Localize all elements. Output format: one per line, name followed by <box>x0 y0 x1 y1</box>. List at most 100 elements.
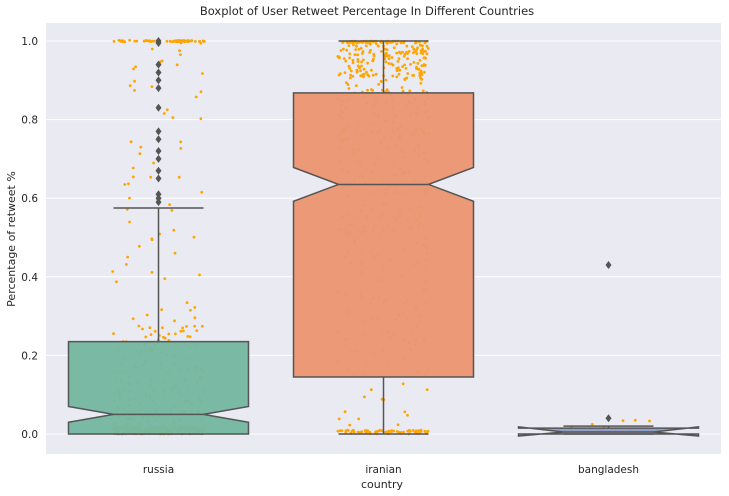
strip-point <box>418 58 422 62</box>
strip-point <box>173 319 176 323</box>
strip-point <box>419 76 422 80</box>
strip-point <box>188 335 192 339</box>
outlier-marker <box>155 154 162 163</box>
strip-point <box>361 41 364 44</box>
strip-point <box>149 175 153 179</box>
strip-point <box>134 65 138 69</box>
strip-point <box>391 74 395 78</box>
x-axis-label: country <box>361 478 404 491</box>
strip-point <box>201 39 205 43</box>
strip-point <box>123 183 127 186</box>
strip-point <box>351 428 355 432</box>
strip-point <box>390 56 394 59</box>
strip-point <box>160 308 164 312</box>
strip-point <box>193 306 197 309</box>
strip-point <box>168 203 172 207</box>
strip-point <box>406 413 409 417</box>
strip-point <box>406 429 409 433</box>
strip-point <box>368 42 372 46</box>
strip-point <box>356 53 360 57</box>
strip-point <box>182 329 185 333</box>
strip-point <box>398 68 402 72</box>
strip-point <box>121 39 124 42</box>
strip-point <box>179 147 183 150</box>
strip-point <box>137 244 141 248</box>
strip-point <box>633 418 637 422</box>
strip-point <box>412 61 416 64</box>
strip-point <box>380 80 383 83</box>
strip-point <box>348 56 351 60</box>
strip-point <box>194 40 197 43</box>
strip-point <box>347 44 351 47</box>
strip-point <box>193 316 197 320</box>
strip-point <box>400 86 404 89</box>
strip-point <box>167 332 171 336</box>
strip-point <box>162 335 165 339</box>
y-tick-label: 0.2 <box>21 350 38 362</box>
strip-point <box>186 335 190 338</box>
strip-point <box>189 39 193 43</box>
strip-point <box>348 76 352 80</box>
strip-point <box>366 41 370 45</box>
strip-point <box>172 228 176 232</box>
strip-point <box>128 196 131 200</box>
strip-point <box>112 40 116 43</box>
strip-point <box>395 51 399 55</box>
strip-point <box>411 429 415 432</box>
strip-point <box>397 72 401 76</box>
strip-point <box>590 422 594 426</box>
strip-point <box>363 429 367 432</box>
strip-point <box>408 89 412 93</box>
strip-point <box>425 430 429 434</box>
strip-point <box>112 332 115 335</box>
strip-point <box>200 190 204 194</box>
strip-point <box>415 48 418 52</box>
strip-point <box>385 430 389 434</box>
strip-point <box>144 39 147 42</box>
strip-point <box>372 57 375 61</box>
strip-point <box>362 75 365 79</box>
strip-point <box>338 72 342 75</box>
strip-point <box>421 52 425 55</box>
strip-point <box>406 57 409 61</box>
strip-point <box>423 41 427 45</box>
box-iranian <box>292 40 475 435</box>
strip-point <box>416 62 420 65</box>
strip-point <box>152 161 156 165</box>
strip-point <box>387 54 391 58</box>
strip-point <box>150 271 154 274</box>
strip-point <box>412 47 416 51</box>
strip-point <box>387 57 391 61</box>
strip-point <box>139 145 143 149</box>
strip-point <box>342 47 345 51</box>
strip-point <box>397 66 400 70</box>
strip-point <box>353 53 357 57</box>
strip-point <box>362 67 366 71</box>
strip-point <box>351 74 355 78</box>
strip-point <box>367 74 371 78</box>
outlier-marker <box>155 68 162 77</box>
strip-point <box>170 209 174 212</box>
strip-point <box>356 60 360 63</box>
strip-point <box>414 429 418 433</box>
strip-point <box>200 324 204 328</box>
strip-point <box>150 237 154 241</box>
strip-point <box>402 430 405 434</box>
strip-point <box>364 41 368 44</box>
strip-point <box>356 64 360 68</box>
x-tick-label: iranian <box>365 464 401 476</box>
strip-point <box>199 117 203 121</box>
strip-point <box>183 39 187 43</box>
strip-point <box>390 62 393 66</box>
strip-point <box>397 430 400 434</box>
strip-point <box>344 59 348 63</box>
strip-point <box>128 84 132 87</box>
strip-point <box>385 48 389 51</box>
outlier-marker <box>155 135 162 144</box>
strip-point <box>399 431 403 434</box>
strip-point <box>145 313 149 317</box>
strip-point <box>418 43 422 47</box>
strip-point <box>396 423 400 427</box>
strip-point <box>198 39 201 43</box>
y-tick-label: 0.8 <box>21 115 38 127</box>
